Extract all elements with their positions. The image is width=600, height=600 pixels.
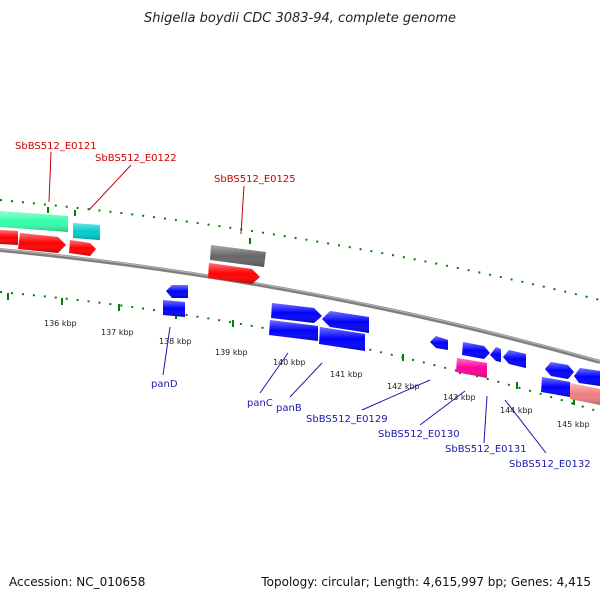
gene-label-pand[interactable]: panD <box>151 379 178 390</box>
gene-label-panc[interactable]: panC <box>247 398 273 409</box>
tick-label: 144 kbp <box>500 406 533 415</box>
feature-red-4[interactable] <box>208 263 260 284</box>
feature-blue-3[interactable] <box>271 303 322 323</box>
gene-label-e0125[interactable]: SbBS512_E0125 <box>214 174 296 185</box>
gene-label-e0122[interactable]: SbBS512_E0122 <box>95 153 177 164</box>
genome-backbone <box>0 248 600 364</box>
top-features <box>0 211 266 284</box>
feature-blue-5[interactable] <box>269 320 318 341</box>
tick-label: 140 kbp <box>273 358 306 367</box>
tick-label: 141 kbp <box>330 370 363 379</box>
gene-label-e0131[interactable]: SbBS512_E0131 <box>445 444 527 455</box>
gene-label-e0132[interactable]: SbBS512_E0132 <box>509 459 591 470</box>
top-labels: SbBS512_E0121 SbBS512_E0122 SbBS512_E012… <box>15 141 296 185</box>
feature-blue-7[interactable] <box>430 336 448 350</box>
feature-blue-13[interactable] <box>541 377 570 397</box>
tick-label: 145 kbp <box>557 420 590 429</box>
outer-major-ticks <box>47 207 251 244</box>
feature-blue-12[interactable] <box>574 368 600 386</box>
feature-cyan[interactable] <box>73 223 100 240</box>
gene-label-e0130[interactable]: SbBS512_E0130 <box>378 429 460 440</box>
top-leaders <box>48 151 245 235</box>
feature-red-3[interactable] <box>69 240 96 256</box>
genome-summary-text: Topology: circular; Length: 4,615,997 bp… <box>260 575 591 589</box>
bottom-leaders <box>162 326 547 454</box>
feature-blue-11[interactable] <box>545 362 574 379</box>
feature-teal[interactable] <box>0 211 68 232</box>
tick-label: 138 kbp <box>159 337 192 346</box>
gene-label-e0121[interactable]: SbBS512_E0121 <box>15 141 97 152</box>
feature-blue-4[interactable] <box>322 311 369 333</box>
feature-blue-10[interactable] <box>503 350 526 368</box>
tick-label: 139 kbp <box>215 348 248 357</box>
gene-label-e0129[interactable]: SbBS512_E0129 <box>306 414 388 425</box>
feature-red-2[interactable] <box>18 233 66 253</box>
feature-blue-8[interactable] <box>462 342 490 359</box>
feature-salmon[interactable] <box>570 383 600 405</box>
map-title: Shigella boydii CDC 3083-94, complete ge… <box>144 11 456 26</box>
tick-label: 143 kbp <box>443 393 476 402</box>
accession-text: Accession: NC_010658 <box>9 575 145 589</box>
tick-label: 136 kbp <box>44 319 77 328</box>
bottom-features <box>163 285 600 405</box>
feature-red-1[interactable] <box>0 230 18 245</box>
feature-blue-2[interactable] <box>163 300 185 317</box>
feature-blue-6[interactable] <box>319 327 365 351</box>
bottom-labels: panD panC panB SbBS512_E0129 SbBS512_E01… <box>151 379 591 470</box>
gene-label-panb[interactable]: panB <box>276 403 302 414</box>
feature-magenta[interactable] <box>456 358 487 378</box>
feature-blue-1[interactable] <box>166 285 188 298</box>
feature-gray[interactable] <box>210 245 266 267</box>
feature-blue-9[interactable] <box>490 347 501 362</box>
tick-labels: 136 kbp 137 kbp 138 kbp 139 kbp 140 kbp … <box>44 319 590 429</box>
tick-label: 137 kbp <box>101 328 134 337</box>
tick-label: 142 kbp <box>387 382 420 391</box>
